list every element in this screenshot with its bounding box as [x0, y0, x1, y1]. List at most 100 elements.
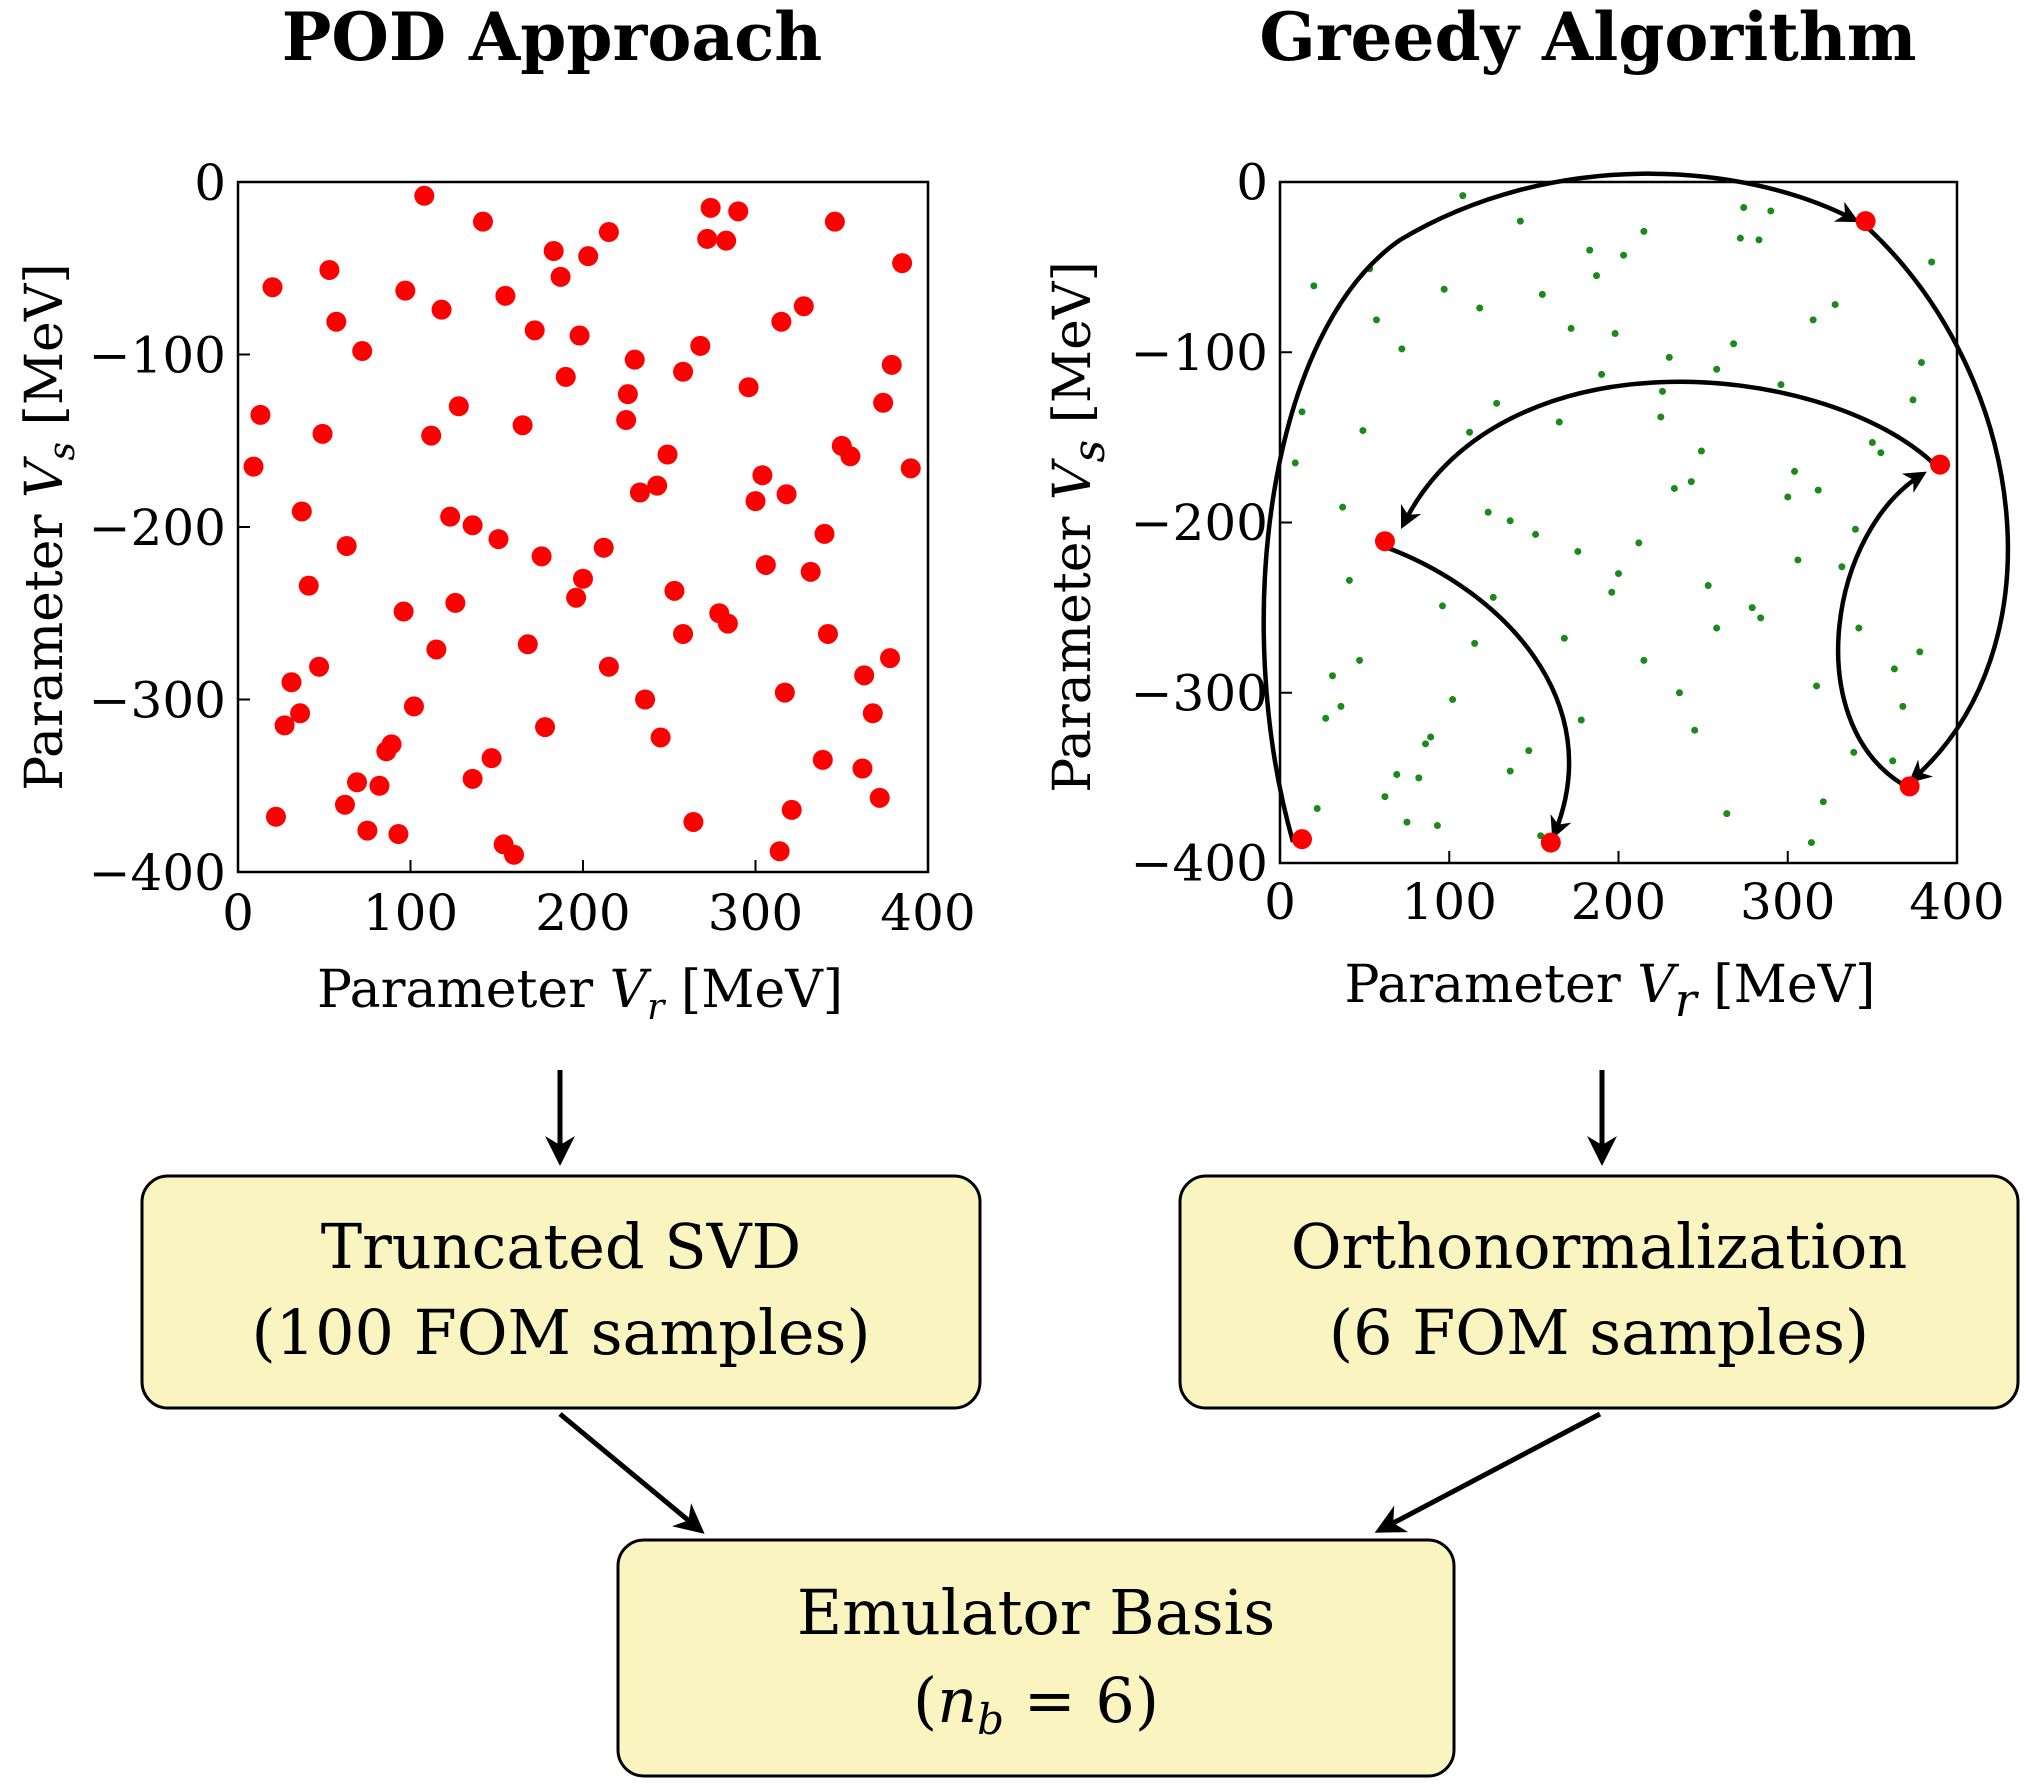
greedy-selected-point — [1374, 531, 1395, 552]
orth-box-bg — [1178, 1174, 2020, 1410]
y-tick-label: −200 — [1131, 494, 1268, 552]
arrow-svd-to-emulator — [558, 1412, 705, 1534]
pod-sample-point — [776, 484, 797, 505]
pod-sample-point — [531, 546, 552, 567]
pod-sample-point — [738, 377, 759, 398]
greedy-candidate-point — [1748, 604, 1756, 612]
emulator-box-bg — [616, 1538, 1456, 1778]
greedy-candidate-point — [1415, 774, 1423, 782]
pod-sample-point — [728, 201, 749, 222]
pod-sample-point — [880, 648, 901, 669]
greedy-candidate-point — [1665, 353, 1673, 361]
pod-sample-point — [524, 320, 545, 341]
greedy-candidate-point — [1339, 503, 1347, 511]
greedy-candidate-point — [1422, 740, 1430, 748]
x-tick-label: 300 — [708, 884, 803, 942]
arrow-orth-to-emulator — [1374, 1411, 1602, 1533]
y-tick-label: −100 — [89, 327, 226, 385]
pod-sample-point — [598, 656, 619, 677]
pod-sample-point — [535, 717, 556, 738]
greedy-candidate-point — [1877, 449, 1885, 457]
pod-sample-point — [598, 222, 619, 243]
greedy-candidate-point — [1611, 330, 1619, 338]
pod-sample-point — [852, 758, 873, 779]
pod-sample-point — [290, 703, 311, 724]
pod-sample-point — [900, 458, 921, 479]
pod-sample-point — [824, 211, 845, 232]
greedy-candidate-point — [1730, 340, 1738, 348]
pod-y-label: Parameter Vs [MeV] — [15, 263, 83, 790]
pod-sample-point — [745, 491, 766, 512]
pod-sample-point — [624, 349, 645, 370]
greedy-candidate-point — [1899, 702, 1907, 710]
greedy-selected-point — [1899, 776, 1920, 797]
greedy-candidate-point — [1586, 246, 1594, 254]
greedy-background-points — [1291, 192, 1944, 850]
greedy-ticks: 0 100 200 300 400 0 −100 −200 −300 −400 — [1131, 154, 2005, 932]
pod-sample-point — [326, 311, 347, 332]
pod-sample-point — [869, 787, 890, 808]
orth-box: Orthonormalization (6 FOM samples) — [1178, 1174, 2020, 1410]
greedy-candidate-point — [1814, 486, 1822, 494]
pod-sample-point — [517, 634, 538, 655]
greedy-arrow-3 — [1835, 471, 1927, 786]
pod-sample-point — [881, 354, 902, 375]
pod-sample-point — [769, 841, 790, 862]
pod-sample-point — [388, 824, 409, 845]
pod-sample-point — [690, 335, 711, 356]
greedy-candidate-point — [1675, 689, 1683, 697]
emulator-box: Emulator Basis (nb = 6) — [616, 1538, 1456, 1778]
greedy-candidate-point — [1784, 493, 1792, 501]
greedy-candidate-point — [1471, 639, 1479, 647]
greedy-candidate-point — [1917, 358, 1925, 366]
orth-box-line1: Orthonormalization — [1291, 1210, 1908, 1283]
greedy-candidate-point — [1577, 716, 1585, 724]
greedy-path — [1261, 171, 2011, 843]
pod-sample-point — [555, 366, 576, 387]
pod-sample-point — [281, 672, 302, 693]
greedy-selected-point — [1855, 211, 1876, 232]
pod-sample-point — [752, 465, 773, 486]
y-tick-label: −300 — [1131, 664, 1268, 722]
greedy-candidate-point — [1555, 418, 1563, 426]
pod-sample-point — [771, 311, 792, 332]
greedy-candidate-point — [1403, 818, 1411, 826]
pod-sample-point — [395, 280, 416, 301]
greedy-candidate-point — [1427, 733, 1435, 741]
greedy-candidate-point — [1819, 798, 1827, 806]
greedy-selected-point — [1292, 829, 1313, 850]
greedy-candidate-point — [1855, 624, 1863, 632]
pod-sample-point — [334, 794, 355, 815]
greedy-candidate-point — [1740, 204, 1748, 212]
title-greedy: Greedy Algorithm — [1259, 0, 1916, 76]
pod-sample-point — [414, 185, 435, 206]
y-tick-label: −300 — [89, 672, 226, 730]
greedy-candidate-point — [1574, 547, 1582, 555]
greedy-selected-point — [1930, 454, 1951, 475]
pod-sample-point — [243, 456, 264, 477]
pod-sample-point — [781, 799, 802, 820]
greedy-candidate-point — [1298, 408, 1306, 416]
greedy-candidate-point — [1635, 539, 1643, 547]
x-tick-label: 300 — [1740, 873, 1835, 931]
greedy-candidate-point — [1493, 399, 1501, 407]
x-tick-label: 400 — [880, 884, 975, 942]
pod-sample-point — [265, 806, 286, 827]
pod-sample-point — [431, 299, 452, 320]
pod-sample-point — [319, 259, 340, 280]
greedy-candidate-point — [1532, 530, 1540, 538]
svd-box-line1: Truncated SVD — [321, 1210, 802, 1283]
pod-sample-point — [814, 523, 835, 544]
greedy-candidate-point — [1755, 236, 1763, 244]
greedy-candidate-point — [1831, 301, 1839, 309]
pod-sample-point — [854, 665, 875, 686]
greedy-candidate-point — [1372, 316, 1380, 324]
greedy-candidate-point — [1850, 748, 1858, 756]
pod-sample-point — [462, 515, 483, 536]
greedy-candidate-point — [1713, 624, 1721, 632]
greedy-candidate-point — [1506, 767, 1514, 775]
greedy-y-label: Parameter Vs [MeV] — [1043, 261, 1115, 793]
pod-sample-point — [892, 253, 913, 274]
greedy-candidate-point — [1459, 192, 1467, 200]
greedy-candidate-point — [1723, 810, 1731, 818]
